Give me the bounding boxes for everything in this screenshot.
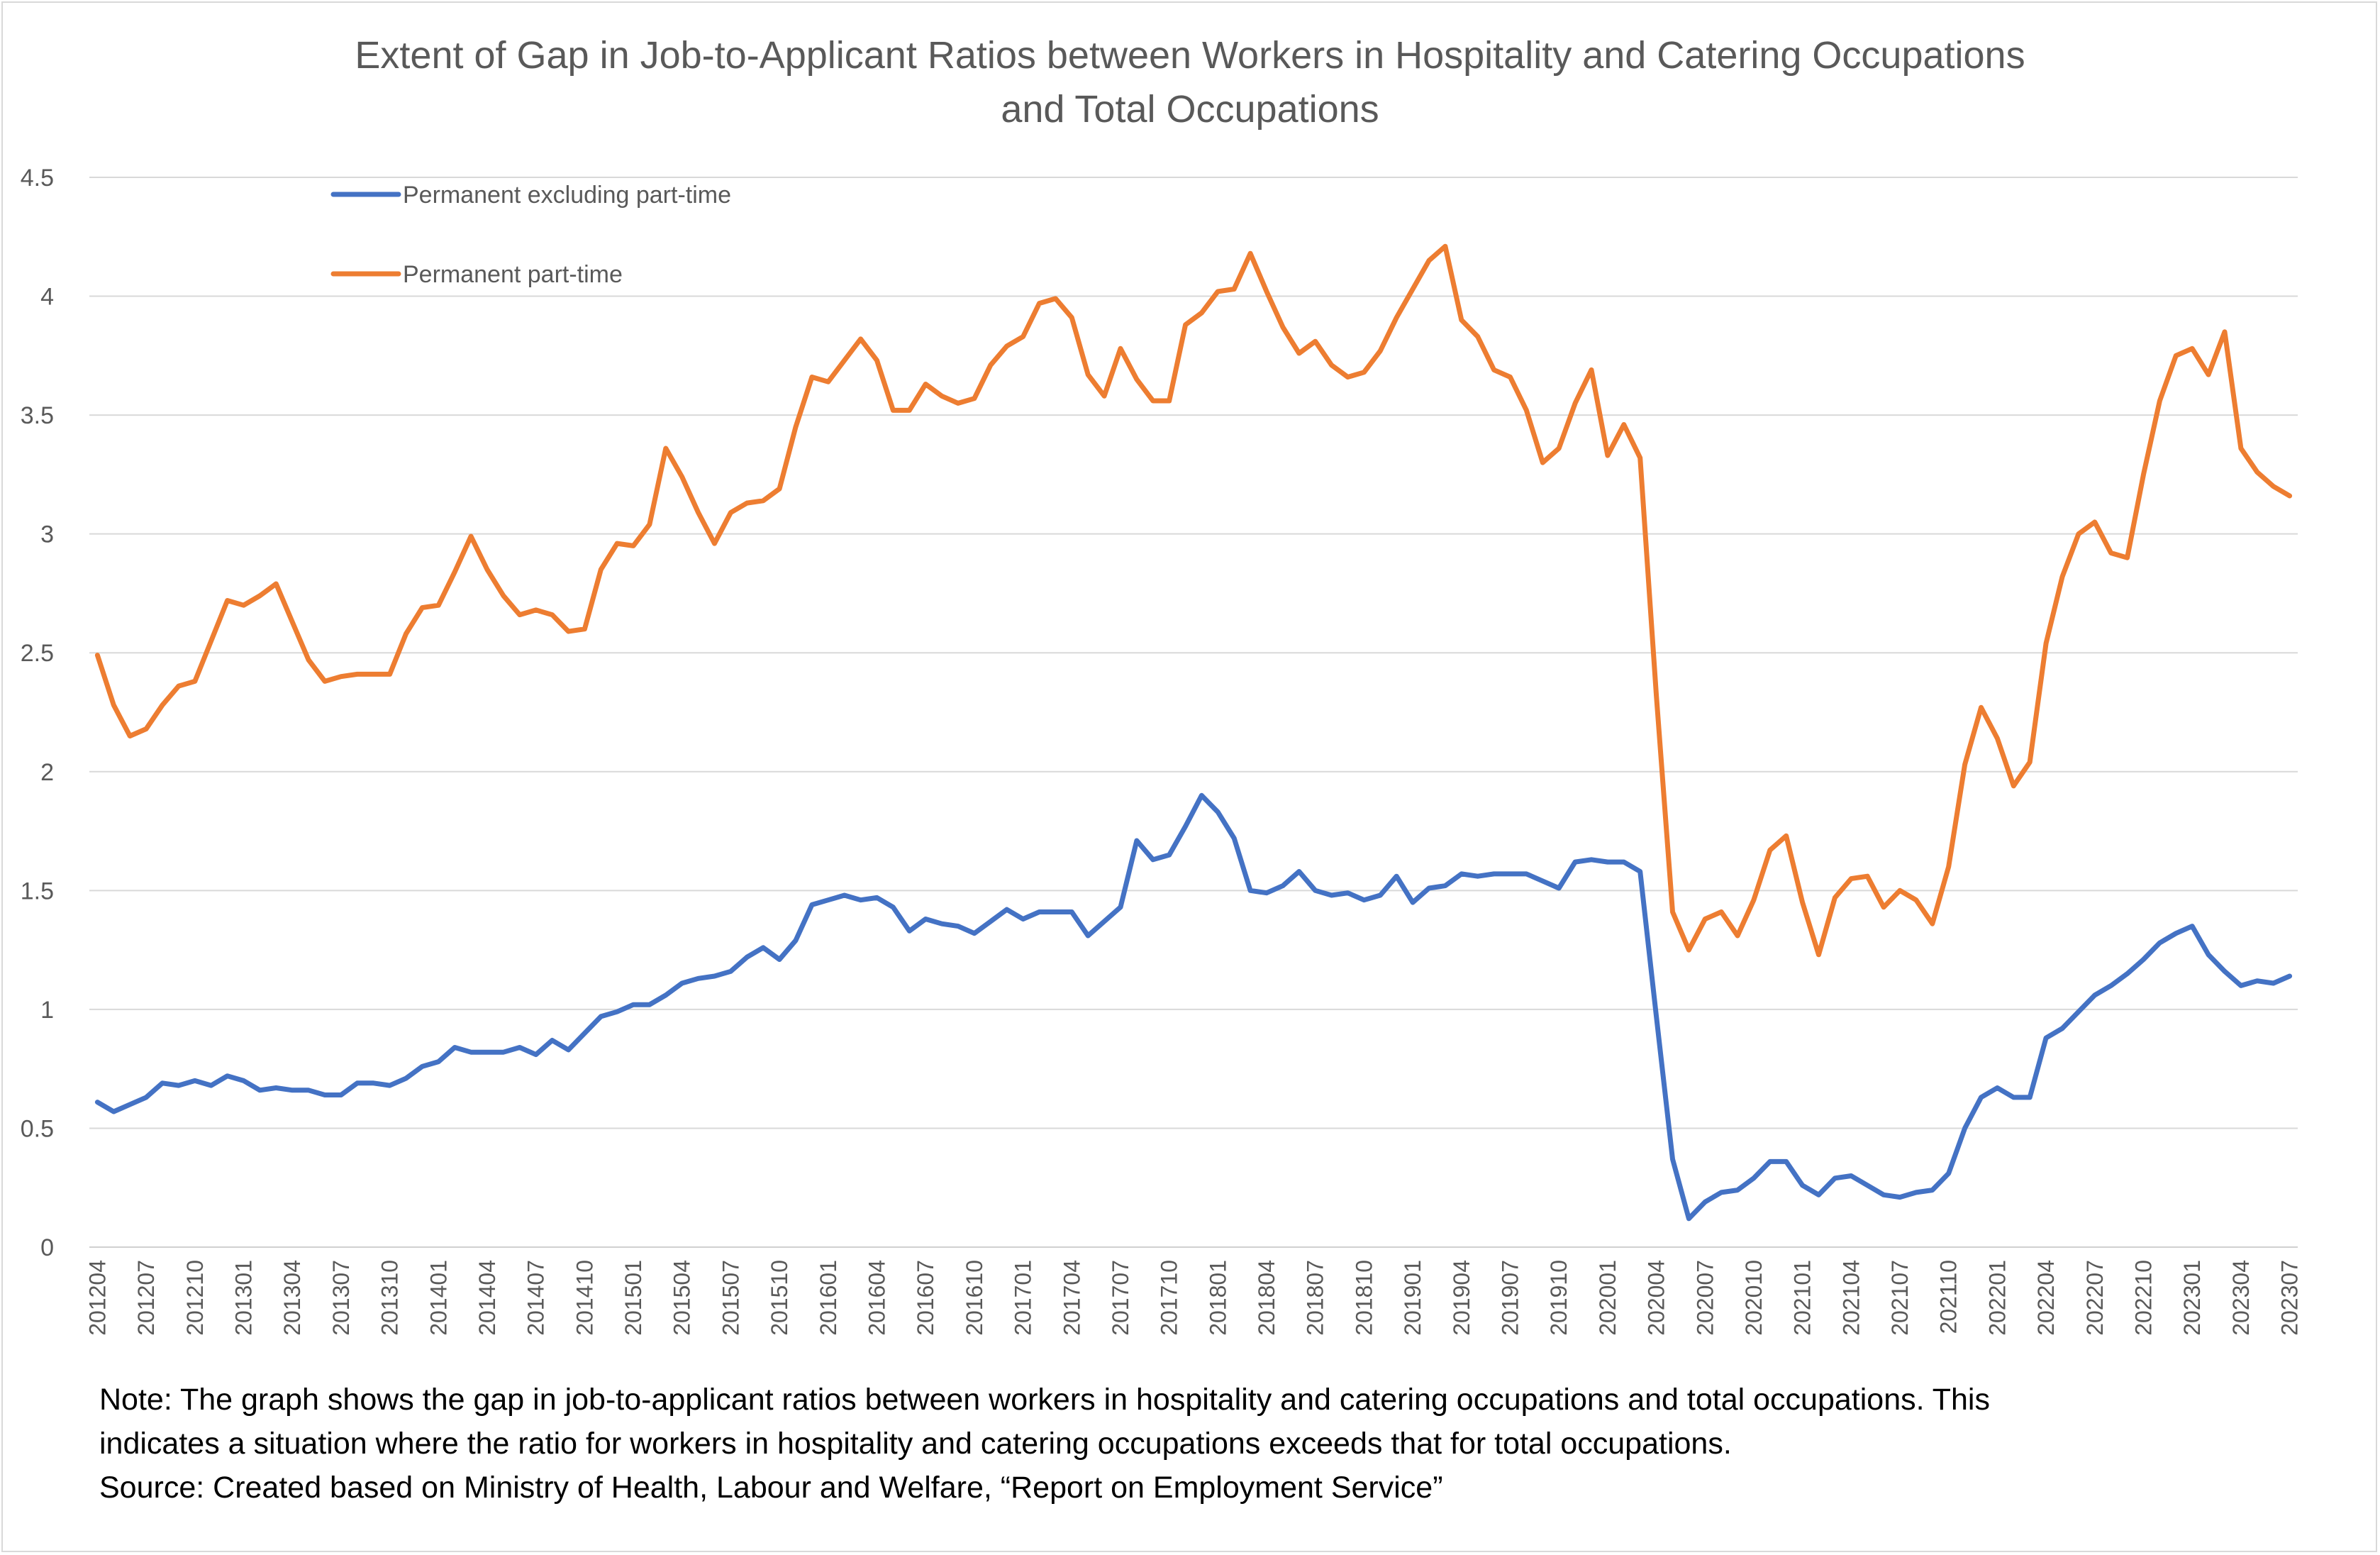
source-line: Source: Created based on Ministry of Hea… xyxy=(99,1471,1443,1505)
x-tick-label: 202004 xyxy=(1644,1260,1669,1336)
y-tick-label: 2.5 xyxy=(21,640,54,667)
x-tick-label: 201910 xyxy=(1546,1260,1572,1336)
x-tick-label: 201907 xyxy=(1497,1260,1523,1336)
x-tick-label: 201510 xyxy=(767,1260,792,1336)
legend-label: Permanent excluding part-time xyxy=(403,182,731,209)
series-line-permanent-part-time xyxy=(94,243,2293,958)
x-tick-label: 201601 xyxy=(816,1260,841,1336)
y-tick-label: 4 xyxy=(40,284,54,311)
x-tick-label: 201307 xyxy=(328,1260,354,1336)
x-tick-label: 202301 xyxy=(2179,1260,2205,1336)
x-tick-label: 201701 xyxy=(1011,1260,1036,1336)
y-tick-label: 1 xyxy=(40,997,54,1024)
x-tick-label: 202201 xyxy=(1984,1260,2010,1336)
series-line-permanent-excluding-part-time xyxy=(94,792,2293,1222)
x-tick-label: 201804 xyxy=(1254,1260,1279,1336)
y-tick-label: 2 xyxy=(40,759,54,786)
y-tick-label: 3.5 xyxy=(21,402,54,429)
x-tick-label: 202204 xyxy=(2033,1260,2059,1336)
x-tick-label: 201207 xyxy=(133,1260,159,1336)
x-tick-label: 201610 xyxy=(962,1260,987,1336)
y-tick-label: 1.5 xyxy=(21,878,54,904)
gridlines xyxy=(89,177,2298,1248)
note-line-2: indicates a situation where the ratio fo… xyxy=(99,1427,1732,1461)
chart-title-line-2: and Total Occupations xyxy=(1001,88,1379,131)
x-tick-label: 201501 xyxy=(621,1260,646,1336)
line-chart: 00.511.522.533.544.5 201204 201207 201210 2… xyxy=(21,165,2303,1336)
note-line-1: Note: The graph shows the gap in job-to-… xyxy=(99,1383,1990,1417)
x-tick-label: 201801 xyxy=(1205,1260,1230,1336)
x-tick-label: 202210 xyxy=(2130,1260,2156,1336)
x-tick-label: 201901 xyxy=(1400,1260,1425,1336)
x-tick-label: 201204 xyxy=(84,1260,110,1336)
legend-label: Permanent part-time xyxy=(403,261,623,288)
x-axis-ticks: 201204 201207 201210 201301 201304 201307 2013… xyxy=(84,1260,2302,1336)
x-tick-label: 201904 xyxy=(1449,1260,1474,1336)
note-block: Note: The graph shows the gap in job-to-… xyxy=(99,1378,2333,1510)
x-tick-label: 201607 xyxy=(913,1260,938,1336)
x-tick-label: 202010 xyxy=(1741,1260,1767,1336)
y-tick-label: 3 xyxy=(40,521,54,548)
series-lines xyxy=(94,243,2293,1222)
x-tick-label: 202007 xyxy=(1692,1260,1718,1336)
x-tick-label: 201401 xyxy=(426,1260,451,1336)
chart-title: Extent of Gap in Job-to-Applicant Ratios… xyxy=(0,28,2380,136)
x-tick-label: 202304 xyxy=(2228,1260,2254,1336)
x-tick-label: 202207 xyxy=(2082,1260,2108,1336)
x-tick-label: 202107 xyxy=(1887,1260,1913,1336)
y-tick-label: 0 xyxy=(40,1234,54,1261)
x-tick-label: 202101 xyxy=(1790,1260,1815,1336)
x-tick-label: 201304 xyxy=(279,1260,305,1336)
x-tick-label: 202307 xyxy=(2277,1260,2303,1336)
x-tick-label: 201210 xyxy=(182,1260,208,1336)
x-tick-label: 201504 xyxy=(669,1260,695,1336)
x-tick-label: 201810 xyxy=(1351,1260,1377,1336)
x-tick-label: 202104 xyxy=(1838,1260,1864,1336)
x-tick-label: 201404 xyxy=(474,1260,500,1336)
x-tick-label: 201710 xyxy=(1157,1260,1182,1336)
x-tick-label: 202110 xyxy=(1936,1260,1962,1334)
x-tick-label: 201410 xyxy=(572,1260,597,1336)
x-tick-label: 201507 xyxy=(718,1260,743,1336)
chart-title-line-1: Extent of Gap in Job-to-Applicant Ratios… xyxy=(355,34,2025,77)
y-tick-label: 0.5 xyxy=(21,1115,54,1142)
y-tick-label: 4.5 xyxy=(21,165,54,192)
x-tick-label: 201704 xyxy=(1059,1260,1084,1336)
x-tick-label: 201807 xyxy=(1303,1260,1328,1336)
x-tick-label: 201407 xyxy=(523,1260,549,1336)
x-tick-label: 202001 xyxy=(1595,1260,1620,1336)
x-tick-label: 201301 xyxy=(231,1260,257,1336)
y-axis-ticks: 0 0.5 1 1.5 2 2.5 3 3.5 4 4.5 xyxy=(21,165,54,1261)
legend: Permanent excluding part-time Permanent p… xyxy=(330,182,731,288)
x-tick-label: 201604 xyxy=(864,1260,890,1336)
x-tick-label: 201310 xyxy=(377,1260,403,1336)
x-tick-label: 201707 xyxy=(1108,1260,1133,1336)
